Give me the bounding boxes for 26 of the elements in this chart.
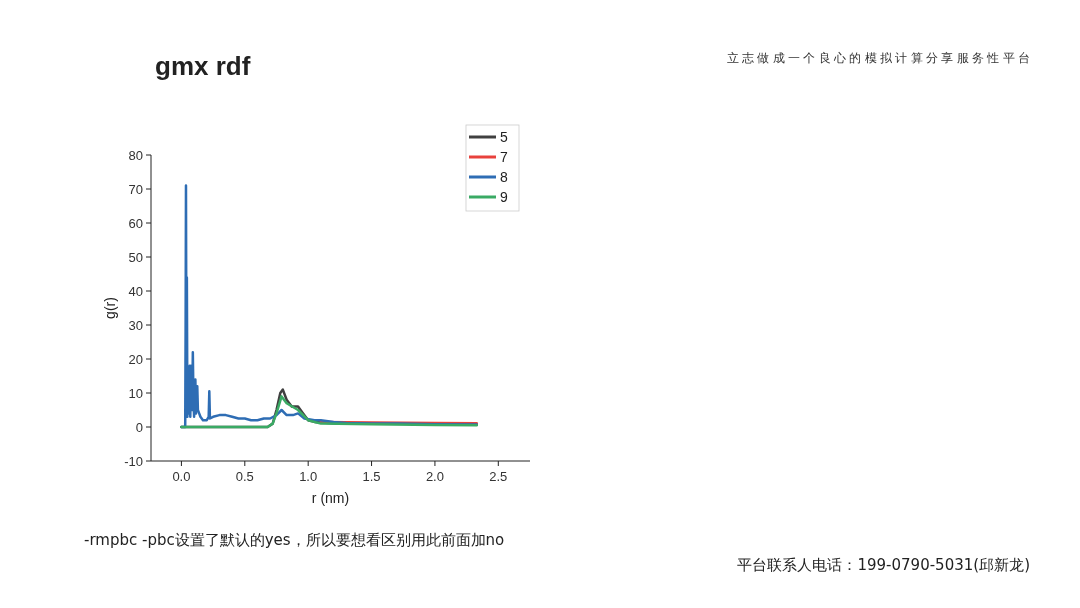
x-tick-label: 1.5 <box>362 469 381 484</box>
x-axis-title: r (nm) <box>311 490 350 506</box>
y-axis-title: g(r) <box>102 297 118 319</box>
legend-label: 8 <box>500 169 508 185</box>
y-tick-label: 30 <box>128 317 143 333</box>
chart-title: gmx rdf <box>155 51 251 81</box>
y-tick-label: 10 <box>128 385 143 401</box>
y-tick-label: 20 <box>128 351 143 367</box>
y-tick-label: 0 <box>135 419 143 435</box>
x-tick-label: 2.0 <box>425 469 444 484</box>
text: 立 志 做 成 一 个 良 心 的 模 拟 计 算 分 享 服 务 性 平 台 <box>726 51 1030 65</box>
y-tick-label: 60 <box>128 215 143 231</box>
y-tick-label: 50 <box>128 249 143 265</box>
x-tick-label: 2.5 <box>489 469 508 484</box>
x-tick-label: 1.0 <box>299 469 318 484</box>
y-tick-label: 40 <box>128 283 143 299</box>
x-tick-label: 0.5 <box>235 469 254 484</box>
text: 平台联系人电话：199-0790-5031(邱新龙) <box>737 556 1030 574</box>
legend-label: 9 <box>500 189 508 205</box>
y-tick-label: 70 <box>128 181 143 197</box>
x-tick-label: 0.0 <box>172 469 191 484</box>
y-tick-label: 80 <box>128 147 143 163</box>
text: -rmpbc -pbc设置了默认的yes，所以要想看区别用此前面加no <box>84 531 505 549</box>
y-tick-label: -10 <box>124 453 143 469</box>
legend-label: 7 <box>500 149 508 165</box>
legend-label: 5 <box>500 129 508 145</box>
